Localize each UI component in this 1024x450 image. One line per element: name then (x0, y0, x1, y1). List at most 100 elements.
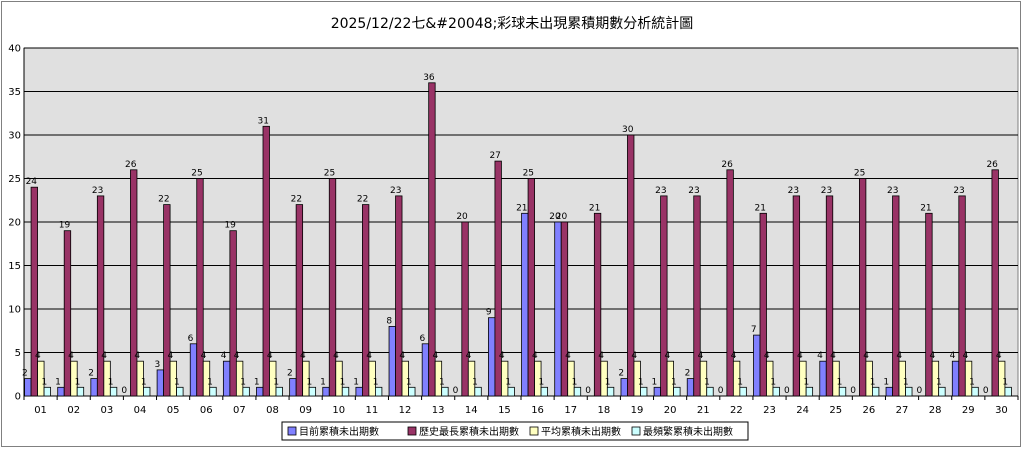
data-label: 1 (75, 377, 81, 387)
bar-13-series-3 (434, 360, 443, 397)
bar-21-series-4 (706, 386, 714, 397)
bar-16-series-4 (540, 386, 548, 397)
y-tick-label: 20 (8, 218, 21, 229)
data-label: 1 (837, 377, 843, 387)
x-tick-label: 21 (697, 405, 710, 416)
bar-30-series-3 (998, 360, 1006, 397)
x-tick-label: 27 (896, 405, 909, 416)
bar-18-series-2 (593, 212, 602, 397)
x-tick-label: 30 (995, 405, 1008, 416)
data-label: 1 (340, 377, 346, 387)
data-label: 1 (638, 377, 644, 387)
x-tick-label: 06 (200, 405, 213, 416)
bar-01-series-3 (37, 360, 45, 397)
x-tick-label: 29 (962, 405, 975, 416)
data-label: 4 (234, 351, 240, 361)
data-label: 1 (870, 377, 876, 387)
data-label: 8 (386, 316, 392, 326)
y-tick-label: 35 (8, 87, 21, 98)
data-label: 4 (499, 351, 505, 361)
bar-23-series-3 (766, 360, 774, 397)
bar-03-series-3 (103, 360, 111, 397)
bar-25-series-2 (825, 195, 834, 397)
bar-07-series-2 (229, 230, 237, 397)
x-tick-label: 14 (465, 405, 478, 416)
data-label: 4 (167, 351, 173, 361)
bar-20-series-2 (660, 195, 668, 397)
data-label: 4 (433, 351, 439, 361)
bar-13-series-1 (421, 343, 430, 397)
data-label: 1 (804, 377, 810, 387)
data-label: 4 (896, 351, 902, 361)
data-label: 25 (191, 169, 202, 179)
data-label: 1 (936, 377, 942, 387)
data-label: 1 (273, 377, 279, 387)
data-label: 4 (134, 351, 140, 361)
legend-entry: 目前累積未出期數 (299, 425, 379, 438)
bar-07-series-1 (222, 360, 231, 397)
x-tick-label: 05 (167, 405, 180, 416)
data-label: 4 (399, 351, 405, 361)
bar-03-series-1 (90, 378, 98, 397)
bar-28-series-4 (938, 386, 946, 397)
data-label: 4 (101, 351, 107, 361)
x-tick-label: 09 (299, 405, 312, 416)
data-label: 23 (953, 186, 964, 196)
data-label: 7 (751, 325, 757, 335)
data-label: 4 (731, 351, 737, 361)
bar-11-series-3 (368, 360, 376, 397)
x-tick-label: 08 (266, 405, 279, 416)
x-tick-label: 02 (67, 405, 80, 416)
x-tick-label: 15 (498, 405, 511, 416)
legend-swatch (287, 426, 297, 436)
bar-25-series-4 (838, 386, 847, 397)
bar-21-series-2 (693, 195, 701, 397)
x-tick-label: 10 (332, 405, 345, 416)
x-tick-label: 18 (597, 405, 610, 416)
data-label: 4 (565, 351, 571, 361)
data-label: 31 (258, 116, 269, 126)
bar-16-series-3 (534, 360, 542, 397)
data-label: 0 (585, 386, 591, 396)
data-label: 1 (108, 377, 114, 387)
data-label: 20 (556, 212, 568, 222)
bar-02-series-2 (63, 230, 72, 397)
bar-12-series-3 (401, 360, 409, 397)
bar-21-series-3 (699, 360, 708, 397)
bar-02-series-3 (70, 360, 78, 397)
legend-swatch (407, 426, 417, 436)
bar-26-series-4 (872, 386, 880, 397)
bar-17-series-4 (573, 386, 582, 397)
bar-29-series-4 (971, 386, 979, 397)
data-label: 1 (207, 377, 213, 387)
bar-09-series-3 (302, 360, 310, 397)
data-label: 1 (704, 377, 710, 387)
bar-10-series-4 (341, 386, 350, 397)
data-label: 1 (320, 377, 326, 387)
legend: 目前累積未出期數 歷史最長累積未出期數 平均累積未出期數 最頻繁累積未出期數 (281, 421, 749, 441)
data-label: 19 (59, 221, 71, 231)
bar-29-series-3 (964, 360, 973, 397)
bar-07-series-3 (235, 360, 244, 397)
data-label: 4 (300, 351, 306, 361)
bar-22-series-2 (726, 169, 734, 397)
bar-26-series-2 (859, 178, 867, 397)
plot-area: 0510152025303540012244102119410322341040… (8, 44, 1019, 416)
data-label: 4 (863, 351, 869, 361)
data-label: 1 (883, 377, 889, 387)
data-label: 22 (291, 195, 302, 205)
legend-box (281, 421, 749, 441)
bar-15-series-1 (488, 317, 496, 397)
bar-01-series-2 (30, 186, 38, 397)
bar-12-series-2 (395, 195, 403, 397)
data-label: 1 (969, 377, 975, 387)
data-label: 25 (324, 169, 335, 179)
data-label: 4 (631, 351, 637, 361)
data-label: 1 (174, 377, 180, 387)
legend-entry: 平均累積未出期數 (541, 425, 621, 438)
data-label: 4 (930, 351, 936, 361)
bar-20-series-4 (673, 386, 681, 397)
y-tick-label: 0 (15, 392, 21, 403)
x-tick-label: 17 (564, 405, 577, 416)
